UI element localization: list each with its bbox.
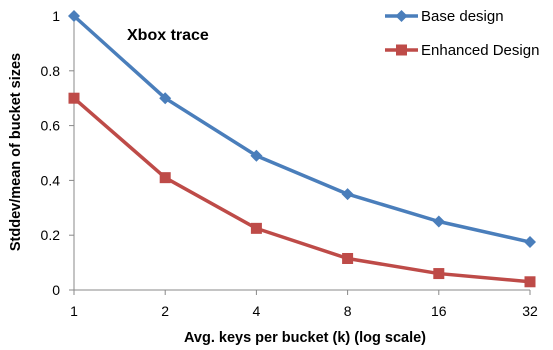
data-point bbox=[250, 222, 262, 234]
data-point bbox=[68, 92, 80, 104]
chart-annotation: Xbox trace bbox=[127, 27, 209, 44]
x-tick-label: 8 bbox=[344, 303, 352, 319]
legend-label: Enhanced Design bbox=[421, 42, 539, 59]
legend: Base design Enhanced Design bbox=[385, 8, 539, 59]
data-point bbox=[250, 149, 263, 162]
x-tick-label: 1 bbox=[70, 303, 78, 319]
x-tick-label: 32 bbox=[522, 303, 538, 319]
y-ticks: 0 0.2 0.4 0.6 0.8 1 bbox=[41, 8, 74, 298]
series-layer bbox=[68, 10, 536, 288]
legend-marker bbox=[396, 44, 407, 56]
y-axis-title: Stddev/mean of bucket sizes bbox=[8, 53, 24, 251]
data-point bbox=[342, 252, 354, 264]
x-tick-label: 16 bbox=[431, 303, 447, 319]
legend-item: Enhanced Design bbox=[385, 42, 539, 59]
data-point bbox=[68, 10, 80, 22]
y-tick-label: 0.4 bbox=[41, 172, 61, 188]
data-point bbox=[524, 236, 536, 249]
x-tick-label: 4 bbox=[253, 303, 261, 319]
y-tick-label: 0.8 bbox=[41, 63, 61, 79]
data-point bbox=[524, 276, 536, 288]
legend-item: Base design bbox=[385, 8, 504, 25]
x-axis-title: Avg. keys per bucket (k) (log scale) bbox=[184, 330, 426, 346]
axes bbox=[73, 16, 530, 291]
data-point bbox=[432, 215, 445, 228]
series-enhanced-design bbox=[68, 92, 536, 288]
legend-label: Base design bbox=[421, 8, 504, 25]
data-point bbox=[341, 188, 354, 201]
data-point bbox=[433, 268, 445, 280]
data-point bbox=[159, 92, 172, 105]
y-tick-label: 0.6 bbox=[41, 118, 61, 134]
y-tick-label: 1 bbox=[52, 8, 60, 24]
series-line-base-design bbox=[72, 14, 531, 244]
x-ticks: 1 2 4 8 16 32 bbox=[70, 290, 538, 319]
legend-marker bbox=[395, 10, 408, 22]
y-tick-label: 0.2 bbox=[41, 227, 61, 243]
data-point bbox=[159, 172, 171, 184]
y-tick-label: 0 bbox=[52, 282, 60, 298]
series-base-design bbox=[68, 10, 536, 249]
x-tick-label: 2 bbox=[161, 303, 169, 319]
series-line-enhanced-design bbox=[72, 96, 531, 284]
